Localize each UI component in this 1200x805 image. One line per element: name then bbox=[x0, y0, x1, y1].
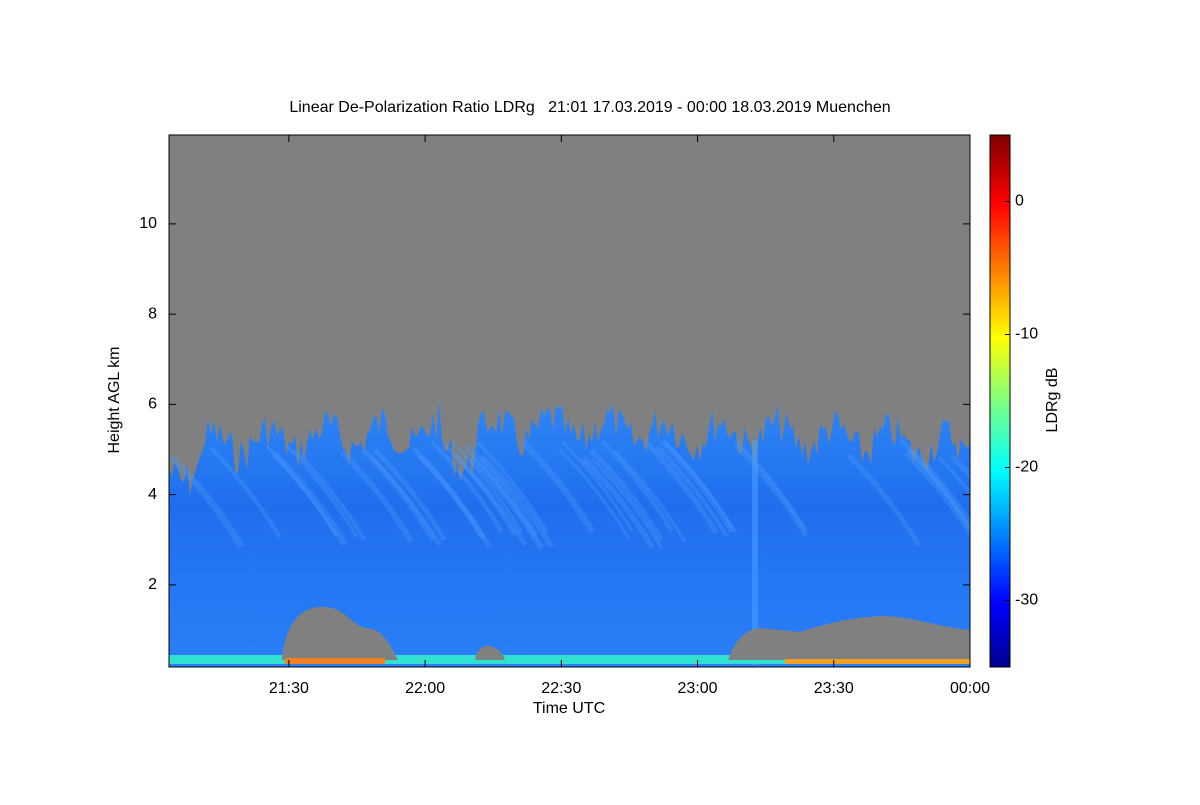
fall-streak bbox=[417, 454, 492, 548]
fall-streak bbox=[613, 450, 687, 543]
fall-streak bbox=[169, 454, 245, 549]
x-tick-label: 23:00 bbox=[678, 680, 718, 697]
fall-streak bbox=[272, 451, 348, 546]
y-tick-label: 4 bbox=[148, 486, 157, 503]
fall-streak bbox=[937, 456, 970, 496]
fall-streak bbox=[580, 455, 656, 550]
fall-streak bbox=[469, 456, 545, 550]
y-tick-label: 8 bbox=[148, 305, 157, 322]
fall-streak bbox=[558, 448, 631, 540]
fall-streak bbox=[208, 445, 282, 539]
fall-streak bbox=[453, 453, 528, 547]
surface-orange-2 bbox=[785, 659, 970, 664]
fall-streak bbox=[644, 440, 719, 535]
colorbar-tick-label: -30 bbox=[1015, 592, 1038, 609]
fall-streak bbox=[479, 454, 555, 549]
fall-streak bbox=[734, 438, 808, 532]
gap-3 bbox=[728, 616, 970, 660]
fall-streak bbox=[734, 443, 809, 537]
fall-streak bbox=[655, 445, 729, 538]
colorbar bbox=[989, 134, 1011, 668]
fall-streak bbox=[660, 439, 735, 533]
y-tick-label: 6 bbox=[148, 396, 157, 413]
colorbar-tick-label: 0 bbox=[1015, 193, 1024, 210]
fall-streak bbox=[368, 454, 443, 547]
plot-frame bbox=[168, 134, 971, 668]
fall-streak bbox=[411, 446, 486, 541]
fall-streak bbox=[463, 443, 539, 538]
x-tick-label: 00:00 bbox=[950, 680, 990, 697]
fall-streak bbox=[520, 439, 596, 534]
fall-streak bbox=[590, 457, 664, 550]
fall-streak bbox=[949, 454, 970, 480]
fall-streak bbox=[899, 438, 970, 532]
x-tick-label: 22:30 bbox=[541, 680, 581, 697]
colorbar-tick-label: -20 bbox=[1015, 459, 1038, 476]
fall-streak bbox=[443, 443, 517, 536]
x-tick-label: 23:30 bbox=[814, 680, 854, 697]
colorbar-label: LDRg dB bbox=[1044, 368, 1061, 433]
x-tick-label: 22:00 bbox=[405, 680, 445, 697]
gap-2 bbox=[475, 645, 505, 660]
fall-streak bbox=[339, 449, 414, 544]
fall-streak bbox=[361, 448, 436, 542]
fall-streak bbox=[285, 445, 359, 538]
y-axis-label: Height AGL km bbox=[106, 346, 123, 453]
fall-streak bbox=[265, 445, 339, 538]
colorbar-tick-label: -10 bbox=[1015, 326, 1038, 343]
fall-streak bbox=[372, 448, 447, 542]
fall-streak bbox=[907, 446, 970, 530]
fall-streak bbox=[475, 440, 549, 533]
fall-streak bbox=[600, 439, 674, 533]
streak bbox=[752, 440, 758, 665]
chart-title: Linear De-Polarization Ratio LDRg 21:01 … bbox=[289, 99, 890, 116]
lidar-field bbox=[169, 135, 970, 667]
fall-streak bbox=[292, 448, 367, 541]
fall-streak bbox=[846, 453, 921, 547]
fall-streak bbox=[450, 440, 523, 533]
surface-orange-1 bbox=[285, 658, 385, 664]
x-tick-label: 21:30 bbox=[269, 680, 309, 697]
gap-1 bbox=[282, 606, 398, 660]
surface-band bbox=[169, 655, 970, 664]
fall-streak bbox=[561, 440, 634, 533]
y-tick-label: 10 bbox=[139, 215, 157, 232]
x-axis-label: Time UTC bbox=[533, 700, 605, 717]
fall-streak bbox=[430, 440, 504, 534]
aerosol-layer bbox=[169, 400, 970, 667]
fall-streak bbox=[664, 440, 737, 533]
y-tick-label: 2 bbox=[148, 576, 157, 593]
fall-streak bbox=[589, 448, 664, 542]
